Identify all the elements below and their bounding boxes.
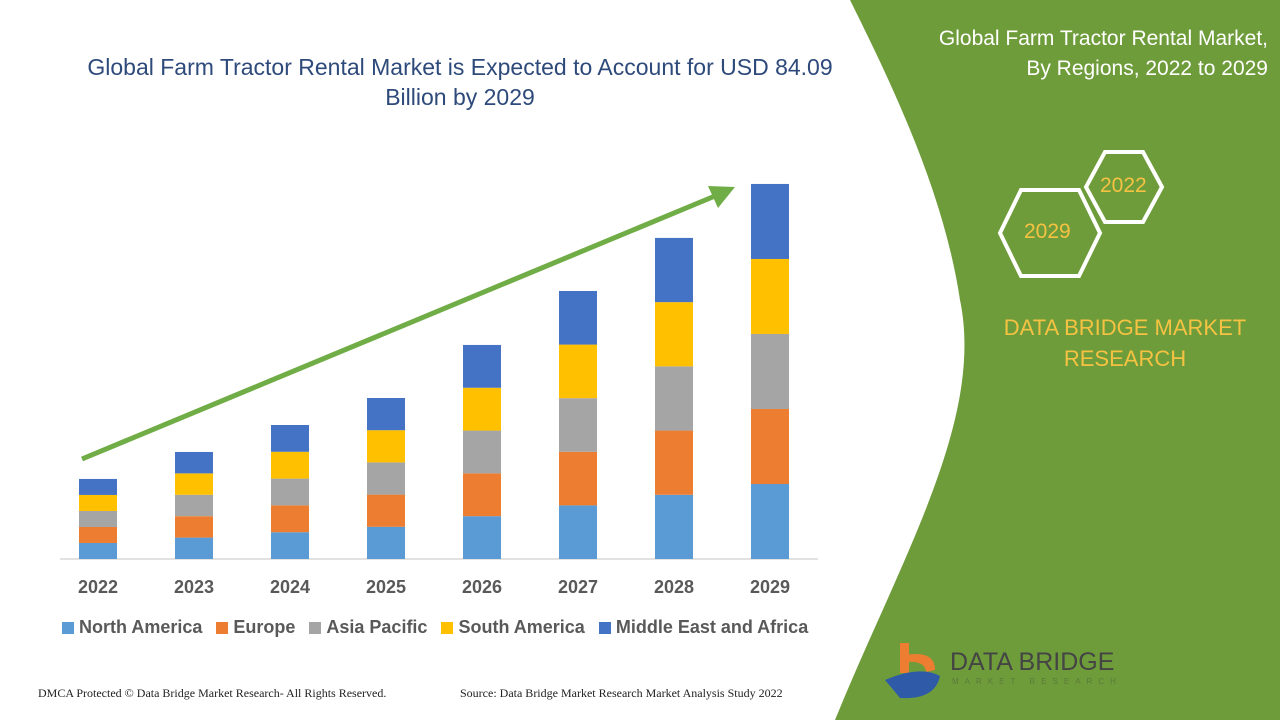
- bar-2027-north-america: [559, 505, 597, 559]
- bar-2022-europe: [79, 526, 117, 543]
- bar-2023-middle-east-and-africa: [175, 451, 213, 474]
- bar-2028-south-america: [655, 302, 693, 367]
- logo-subtext: MARKET RESEARCH: [952, 677, 1122, 686]
- chart-title: Global Farm Tractor Rental Market is Exp…: [87, 54, 833, 110]
- bar-2024-south-america: [271, 451, 309, 479]
- legend-label: North America: [79, 617, 203, 637]
- bar-2027-south-america: [559, 344, 597, 399]
- brand-line1: DATA BRIDGE MARKET: [1003, 315, 1247, 340]
- bar-2026-asia-pacific: [463, 430, 501, 474]
- x-tick-label: 2022: [78, 577, 118, 597]
- bar-2022-asia-pacific: [79, 510, 117, 527]
- x-tick-label: 2029: [750, 577, 790, 597]
- bar-2027-asia-pacific: [559, 398, 597, 452]
- bar-2026-middle-east-and-africa: [463, 344, 501, 388]
- bar-2029-middle-east-and-africa: [751, 183, 789, 259]
- bar-2029-europe: [751, 408, 789, 484]
- legend-swatch: [309, 621, 322, 634]
- x-tick-label: 2025: [366, 577, 406, 597]
- bar-2022-south-america: [79, 494, 117, 511]
- footer-copyright: DMCA Protected © Data Bridge Market Rese…: [38, 686, 387, 700]
- bar-2022-north-america: [79, 542, 117, 559]
- bar-2028-middle-east-and-africa: [655, 237, 693, 303]
- bar-2026-north-america: [463, 516, 501, 559]
- bar-2022-middle-east-and-africa: [79, 478, 117, 495]
- legend-swatch: [598, 621, 611, 634]
- legend-item: South America: [441, 617, 585, 638]
- brand-line2: RESEARCH: [1063, 346, 1187, 371]
- bar-2025-middle-east-and-africa: [367, 398, 405, 431]
- bar-2028-north-america: [655, 494, 693, 559]
- bar-2024-asia-pacific: [271, 478, 309, 506]
- side-title: Global Farm Tractor Rental Market, By Reg…: [848, 24, 1268, 84]
- bar-2028-europe: [655, 430, 693, 495]
- bar-2025-asia-pacific: [367, 462, 405, 495]
- bar-2023-europe: [175, 516, 213, 538]
- legend-label: Asia Pacific: [326, 617, 428, 637]
- legend-swatch: [441, 621, 454, 634]
- x-tick-label: 2028: [654, 577, 694, 597]
- bar-2025-north-america: [367, 526, 405, 559]
- bar-2024-north-america: [271, 532, 309, 559]
- bar-2024-middle-east-and-africa: [271, 424, 309, 452]
- logo-icon: [885, 643, 940, 699]
- legend-item: Europe: [216, 617, 295, 638]
- trend-arrow: [81, 193, 716, 462]
- bar-2023-south-america: [175, 473, 213, 495]
- bar-2027-europe: [559, 451, 597, 506]
- legend: North America Europe Asia Pacific South Ame…: [62, 617, 808, 638]
- x-tick-label: 2027: [558, 577, 598, 597]
- bar-2025-europe: [367, 494, 405, 527]
- legend-item: Asia Pacific: [309, 617, 427, 638]
- legend-item: North America: [62, 617, 202, 638]
- bar-2028-asia-pacific: [655, 366, 693, 431]
- bar-2023-north-america: [175, 537, 213, 559]
- side-panel: [835, 0, 1280, 720]
- x-tick-label: 2026: [462, 577, 502, 597]
- x-tick-label: 2024: [270, 577, 310, 597]
- trend-arrowhead: [708, 186, 735, 208]
- footer-source: Source: Data Bridge Market Research Mark…: [460, 686, 783, 700]
- bar-2026-south-america: [463, 387, 501, 431]
- legend-label: Middle East and Africa: [615, 617, 809, 637]
- brand-text: DATA BRIDGE MARKET RESEARCH: [985, 312, 1265, 374]
- legend-item: Middle East and Africa: [598, 617, 809, 638]
- bar-2026-europe: [463, 473, 501, 517]
- side-title-line1: Global Farm Tractor Rental Market,: [938, 27, 1268, 50]
- bar-2023-asia-pacific: [175, 494, 213, 517]
- hexagon-2029: [997, 188, 1103, 278]
- bar-2029-north-america: [751, 483, 789, 559]
- hex-label-2022: 2022: [1100, 174, 1147, 197]
- legend-swatch: [62, 621, 74, 634]
- logo-text: DATA BRIDGE: [950, 648, 1115, 676]
- legend-label: South America: [458, 617, 585, 637]
- bar-2029-asia-pacific: [751, 333, 789, 409]
- bar-2027-middle-east-and-africa: [559, 290, 597, 345]
- bar-2029-south-america: [751, 258, 789, 334]
- bar-2024-europe: [271, 505, 309, 533]
- legend-label: Europe: [233, 617, 296, 637]
- x-tick-label: 2023: [174, 577, 214, 597]
- hex-label-2029: 2029: [1024, 220, 1071, 243]
- hexagon-2022: [1083, 150, 1165, 224]
- bar-2025-south-america: [367, 430, 405, 463]
- legend-swatch: [216, 621, 229, 634]
- side-title-line2: By Regions, 2022 to 2029: [1026, 57, 1268, 80]
